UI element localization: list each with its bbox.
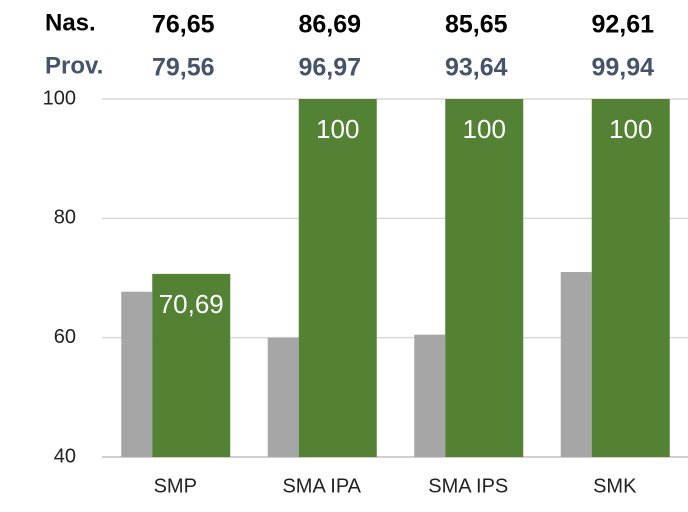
x-tick-label: SMP <box>154 475 197 497</box>
y-tick-label: 80 <box>54 207 76 229</box>
bar <box>591 99 670 457</box>
bar <box>121 291 153 457</box>
x-tick-label: SMA IPS <box>428 475 508 497</box>
annotation-value: 93,64 <box>445 54 508 82</box>
annotation-value: 92,61 <box>591 11 654 39</box>
annotation-value: 76,65 <box>152 11 215 39</box>
bar <box>560 272 592 457</box>
x-tick-label: SMK <box>593 475 637 497</box>
bar <box>445 99 524 457</box>
annotation-value: 99,94 <box>591 54 654 82</box>
y-tick-label: 100 <box>43 87 76 109</box>
data-label: 100 <box>463 114 506 144</box>
bar <box>414 334 446 457</box>
annotation-value: 79,56 <box>152 54 215 82</box>
annotation-value: 96,97 <box>298 54 361 82</box>
bar <box>152 273 231 457</box>
data-label: 100 <box>609 114 652 144</box>
annotation-value: 86,69 <box>298 11 361 39</box>
y-tick-label: 60 <box>54 326 76 348</box>
bar <box>298 99 377 457</box>
data-label: 70,69 <box>159 289 224 319</box>
annotation-label: Nas. <box>45 9 96 36</box>
y-tick-label: 40 <box>54 445 76 467</box>
bar <box>267 337 299 457</box>
annotation-label: Prov. <box>45 52 103 79</box>
annotation-value: 85,65 <box>445 11 508 39</box>
data-label: 100 <box>316 114 359 144</box>
x-tick-label: SMA IPA <box>282 475 361 497</box>
